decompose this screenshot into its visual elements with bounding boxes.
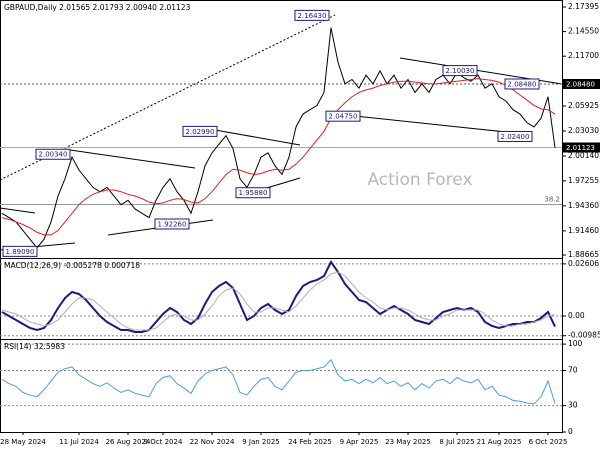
axis-marker-box: [563, 78, 600, 89]
y-tick-label: 2.17395: [568, 2, 599, 11]
y-tick-label: 0.026061: [568, 259, 600, 268]
x-tick-label: 21 Aug 2025: [477, 438, 522, 446]
price-label: 2.04750: [329, 113, 358, 121]
y-tick-label: 1.94360: [568, 201, 599, 210]
y-tick-label: 2.03030: [568, 126, 599, 135]
price-label: 1.92260: [158, 220, 187, 228]
trendline: [69, 149, 196, 169]
y-tick-label: 2.00140: [568, 151, 599, 160]
series-line: [1, 78, 556, 236]
y-tick-label: 2.05925: [568, 101, 599, 110]
y-tick-label: -0.009854: [568, 331, 600, 340]
trendline: [344, 114, 526, 135]
price-label: 2.16430: [298, 12, 327, 20]
y-tick-label: 100: [568, 339, 583, 348]
fib-label: 38.2: [544, 195, 560, 203]
x-tick-label: 24 Feb 2025: [288, 438, 332, 446]
axis-marker-label: 2.01123: [566, 144, 595, 152]
price-label-box: [497, 130, 533, 142]
x-tick-label: 9 Jan 2025: [242, 438, 280, 446]
x-tick-label: 28 May 2024: [0, 438, 46, 446]
price-label: 2.00340: [39, 151, 68, 159]
price-label-box: [154, 218, 190, 230]
y-tick-label: 2.11700: [568, 51, 599, 60]
price-label: 2.08480: [508, 80, 537, 88]
price-label: 1.89090: [6, 248, 35, 256]
price-label-box: [294, 9, 330, 21]
price-label-box: [442, 65, 478, 77]
series-line: [1, 271, 556, 331]
price-label: 1.95880: [239, 189, 268, 197]
y-tick-label: 0: [568, 427, 573, 436]
y-tick-label: 30: [568, 401, 578, 410]
axis-marker-box: [563, 142, 600, 153]
trendline: [214, 129, 301, 146]
price-label: 2.02400: [501, 133, 530, 141]
price-label-box: [35, 148, 71, 160]
series-line: [1, 359, 556, 405]
price-label: 2.10030: [446, 67, 475, 75]
x-tick-label: 9 Apr 2025: [340, 438, 379, 446]
x-tick-label: 8 Jul 2025: [439, 438, 474, 446]
price-label-box: [325, 110, 361, 122]
y-tick-label: 0.00: [568, 311, 585, 320]
y-tick-label: 2.14550: [568, 27, 599, 36]
x-tick-label: 23 May 2025: [385, 438, 431, 446]
y-tick-label: 1.97255: [568, 176, 599, 185]
panel-title: RSI(14) 32.5983: [4, 342, 65, 351]
watermark: Action Forex: [367, 170, 472, 190]
price-label-box: [2, 245, 38, 257]
price-label-box: [504, 78, 540, 90]
panel-frame: [0, 339, 563, 433]
trendline: [0, 207, 36, 214]
panel-title: MACD(12,26,9) -0.005278 0.000718: [4, 261, 140, 270]
price-label-box: [182, 125, 218, 137]
panel-title: GBPAUD,Daily 2.01565 2.01793 2.00940 2.0…: [4, 3, 191, 12]
y-tick-label: 70: [568, 365, 578, 374]
y-tick-label: 1.91460: [568, 226, 599, 235]
x-tick-label: 6 Oct 2025: [529, 438, 568, 446]
price-label: 2.02990: [186, 128, 215, 136]
x-tick-label: 9 Oct 2024: [144, 438, 183, 446]
axis-marker-label: 2.08480: [566, 80, 595, 88]
x-tick-label: 11 Jul 2024: [59, 438, 99, 446]
x-tick-label: 26 Aug 2024: [106, 438, 151, 446]
x-tick-label: 22 Nov 2024: [190, 438, 235, 446]
price-label-box: [235, 187, 271, 199]
y-tick-label: 1.88665: [568, 250, 599, 259]
